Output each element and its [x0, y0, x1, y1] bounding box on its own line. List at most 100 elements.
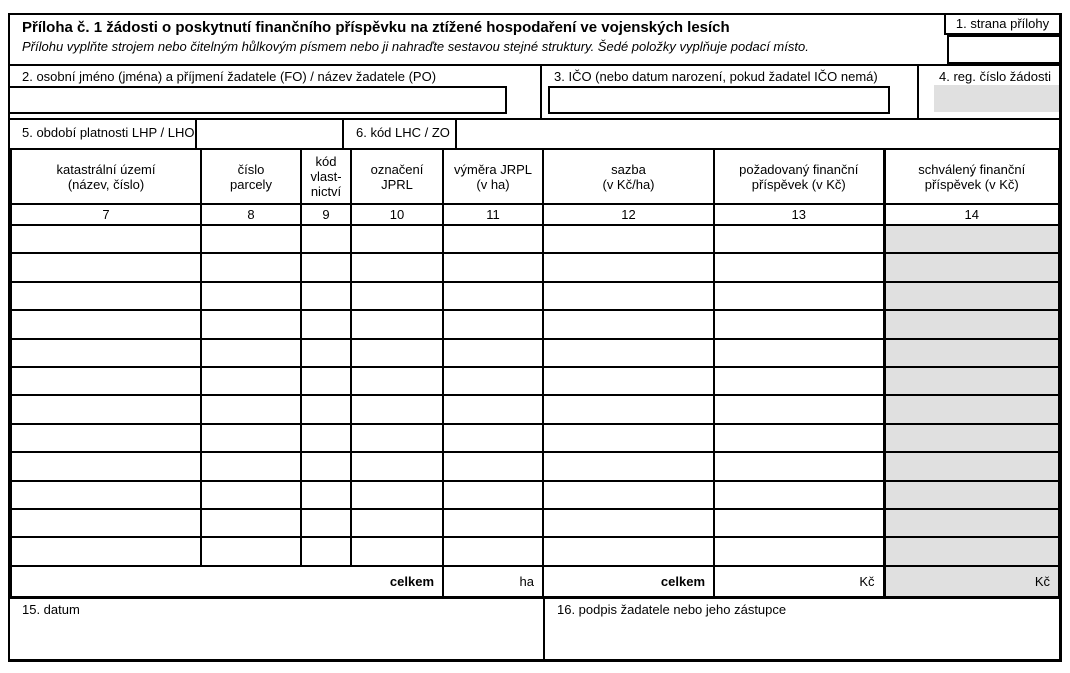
table-cell[interactable]: [442, 451, 544, 482]
table-cell[interactable]: [300, 422, 352, 454]
table-cell[interactable]: [882, 536, 1060, 567]
table-cell[interactable]: [542, 223, 715, 255]
table-cell[interactable]: [882, 422, 1060, 454]
table-cell[interactable]: [200, 337, 302, 368]
table-cell[interactable]: [10, 365, 202, 397]
table-cell[interactable]: [713, 337, 885, 368]
page-number-field[interactable]: [947, 35, 1059, 64]
table-cell[interactable]: [200, 507, 302, 539]
table-cell[interactable]: [350, 507, 444, 539]
table-cell[interactable]: [542, 280, 715, 312]
table-cell[interactable]: [542, 394, 715, 425]
table-cell[interactable]: [350, 479, 444, 510]
table-cell[interactable]: [542, 536, 715, 567]
table-cell[interactable]: [882, 337, 1060, 368]
applicant-name-field[interactable]: [10, 86, 507, 114]
table-cell[interactable]: [10, 507, 202, 539]
table-cell[interactable]: [542, 479, 715, 510]
table-cell[interactable]: [882, 223, 1060, 255]
table-cell[interactable]: [442, 507, 544, 539]
table-cell[interactable]: [300, 507, 352, 539]
table-cell[interactable]: [10, 337, 202, 368]
table-cell[interactable]: [350, 536, 444, 567]
table-cell[interactable]: [713, 365, 885, 397]
table-cell[interactable]: [882, 394, 1060, 425]
table-cell[interactable]: [350, 309, 444, 340]
reg-number-field[interactable]: [934, 85, 1059, 112]
table-cell[interactable]: [10, 451, 202, 482]
table-cell[interactable]: [442, 280, 544, 312]
table-cell[interactable]: [713, 536, 885, 567]
table-cell[interactable]: [442, 309, 544, 340]
table-cell[interactable]: [350, 252, 444, 283]
table-cell[interactable]: [713, 223, 885, 255]
table-cell[interactable]: [200, 365, 302, 397]
table-cell[interactable]: [713, 252, 885, 283]
table-cell[interactable]: [350, 223, 444, 255]
table-cell[interactable]: [200, 280, 302, 312]
table-cell[interactable]: [200, 422, 302, 454]
table-cell[interactable]: [10, 422, 202, 454]
table-cell[interactable]: [542, 309, 715, 340]
table-cell[interactable]: [200, 309, 302, 340]
table-cell[interactable]: [442, 337, 544, 368]
table-cell[interactable]: [713, 507, 885, 539]
lhc-code-field[interactable]: [455, 120, 1059, 148]
table-cell[interactable]: [882, 280, 1060, 312]
table-cell[interactable]: [300, 309, 352, 340]
table-cell[interactable]: [442, 536, 544, 567]
table-cell[interactable]: [10, 394, 202, 425]
table-cell[interactable]: [200, 479, 302, 510]
table-cell[interactable]: [542, 507, 715, 539]
table-cell[interactable]: [10, 223, 202, 255]
table-cell[interactable]: [350, 280, 444, 312]
table-cell[interactable]: [200, 252, 302, 283]
table-cell[interactable]: [350, 451, 444, 482]
table-cell[interactable]: [713, 394, 885, 425]
table-cell[interactable]: [10, 479, 202, 510]
table-cell[interactable]: [442, 422, 544, 454]
ico-field[interactable]: [548, 86, 890, 114]
table-cell[interactable]: [442, 223, 544, 255]
table-cell[interactable]: [300, 451, 352, 482]
table-cell[interactable]: [442, 365, 544, 397]
table-cell[interactable]: [200, 451, 302, 482]
table-cell[interactable]: [442, 252, 544, 283]
table-cell[interactable]: [713, 280, 885, 312]
table-cell[interactable]: [882, 252, 1060, 283]
table-cell[interactable]: [882, 365, 1060, 397]
table-cell[interactable]: [200, 223, 302, 255]
table-cell[interactable]: [882, 451, 1060, 482]
table-cell[interactable]: [10, 252, 202, 283]
table-cell[interactable]: [200, 536, 302, 567]
table-cell[interactable]: [542, 252, 715, 283]
table-cell[interactable]: [350, 365, 444, 397]
table-cell[interactable]: [300, 337, 352, 368]
table-cell[interactable]: [350, 394, 444, 425]
table-cell[interactable]: [542, 365, 715, 397]
table-cell[interactable]: [300, 252, 352, 283]
table-cell[interactable]: [300, 223, 352, 255]
table-cell[interactable]: [442, 394, 544, 425]
table-cell[interactable]: [542, 422, 715, 454]
table-cell[interactable]: [10, 309, 202, 340]
table-cell[interactable]: [882, 479, 1060, 510]
table-cell[interactable]: [300, 280, 352, 312]
table-cell[interactable]: [350, 337, 444, 368]
table-cell[interactable]: [200, 394, 302, 425]
table-cell[interactable]: [713, 309, 885, 340]
table-cell[interactable]: [713, 422, 885, 454]
table-cell[interactable]: [10, 536, 202, 567]
table-cell[interactable]: [713, 451, 885, 482]
table-cell[interactable]: [442, 479, 544, 510]
table-cell[interactable]: [542, 337, 715, 368]
table-cell[interactable]: [350, 422, 444, 454]
table-cell[interactable]: [10, 280, 202, 312]
table-cell[interactable]: [300, 365, 352, 397]
table-cell[interactable]: [882, 309, 1060, 340]
table-cell[interactable]: [542, 451, 715, 482]
table-cell[interactable]: [300, 536, 352, 567]
lhp-validity-field[interactable]: [195, 120, 342, 148]
table-cell[interactable]: [882, 507, 1060, 539]
date-field[interactable]: 15. datum: [10, 599, 543, 661]
